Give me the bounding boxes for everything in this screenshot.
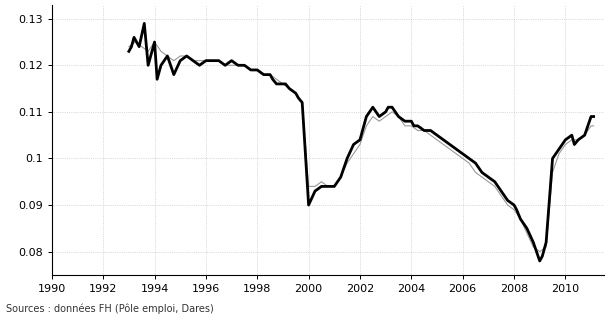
Text: Sources : données FH (Pôle emploi, Dares): Sources : données FH (Pôle emploi, Dares… — [6, 304, 214, 314]
